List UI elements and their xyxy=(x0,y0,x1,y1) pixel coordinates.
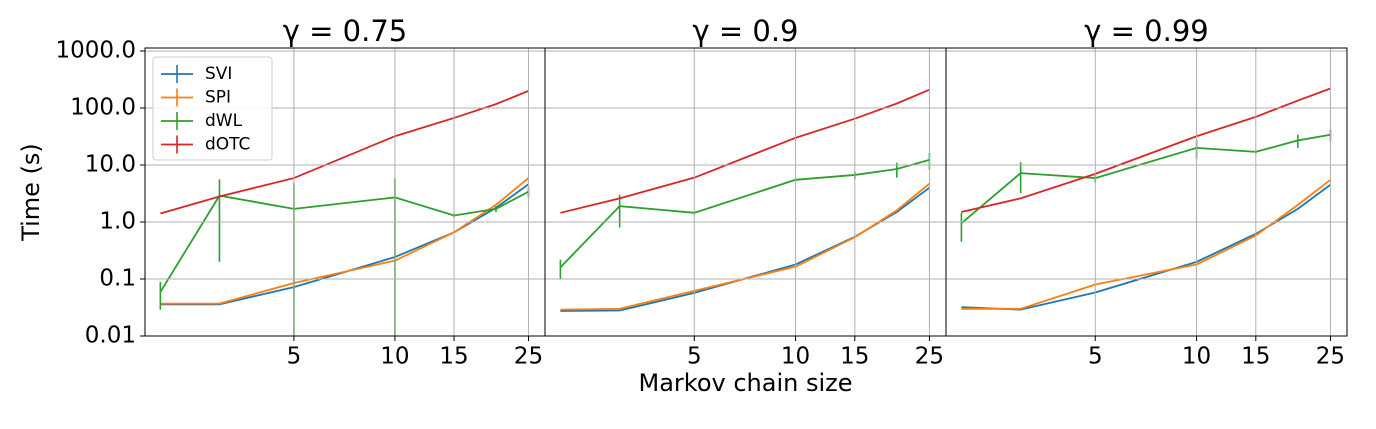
x-tick-label: 15 xyxy=(439,344,468,370)
y-tick-label: 100.0 xyxy=(70,95,136,121)
series-line xyxy=(560,186,930,312)
series-line xyxy=(560,183,931,311)
y-tick-label: 1000.0 xyxy=(56,38,136,64)
legend-box xyxy=(152,56,273,161)
axes-frame xyxy=(544,47,947,337)
legend-label: SVI xyxy=(205,64,232,84)
y-tick-label: 0.01 xyxy=(85,323,136,349)
x-tick-label: 5 xyxy=(687,344,702,370)
axes-frame xyxy=(945,47,1348,337)
x-tick-label: 25 xyxy=(514,344,543,370)
panel-title: γ = 0.75 xyxy=(283,14,407,48)
legend: SVI SPI dWL dOTC xyxy=(152,56,273,161)
y-tick-label: 1.0 xyxy=(99,209,136,235)
x-tick-label: 15 xyxy=(840,344,869,370)
series-line xyxy=(559,159,930,268)
plot-area xyxy=(960,87,1332,311)
x-tick-label: 25 xyxy=(1316,344,1345,370)
x-tick-label: 5 xyxy=(1088,344,1103,370)
plot-area xyxy=(559,88,931,312)
series-line xyxy=(961,184,1331,311)
x-tick-label: 5 xyxy=(287,344,302,370)
series-line xyxy=(159,190,529,293)
y-axis-label: Time (s) xyxy=(17,143,45,242)
x-tick-label: 10 xyxy=(1182,344,1211,370)
panel-title: γ = 0.99 xyxy=(1084,14,1208,48)
x-tick-label: 10 xyxy=(380,344,409,370)
legend-label: SPI xyxy=(205,88,231,108)
y-tick-label: 10.0 xyxy=(85,152,136,178)
y-tick-label: 0.1 xyxy=(99,266,136,292)
x-axis-label: Markov chain size xyxy=(639,369,853,397)
x-tick-label: 15 xyxy=(1241,344,1270,370)
x-tick-label: 25 xyxy=(915,344,944,370)
series-line xyxy=(960,133,1331,224)
series-line xyxy=(961,87,1331,213)
x-tick-label: 10 xyxy=(781,344,810,370)
legend-label: dOTC xyxy=(205,135,250,155)
panel-title: γ = 0.9 xyxy=(692,14,798,48)
legend-label: dWL xyxy=(205,111,243,131)
